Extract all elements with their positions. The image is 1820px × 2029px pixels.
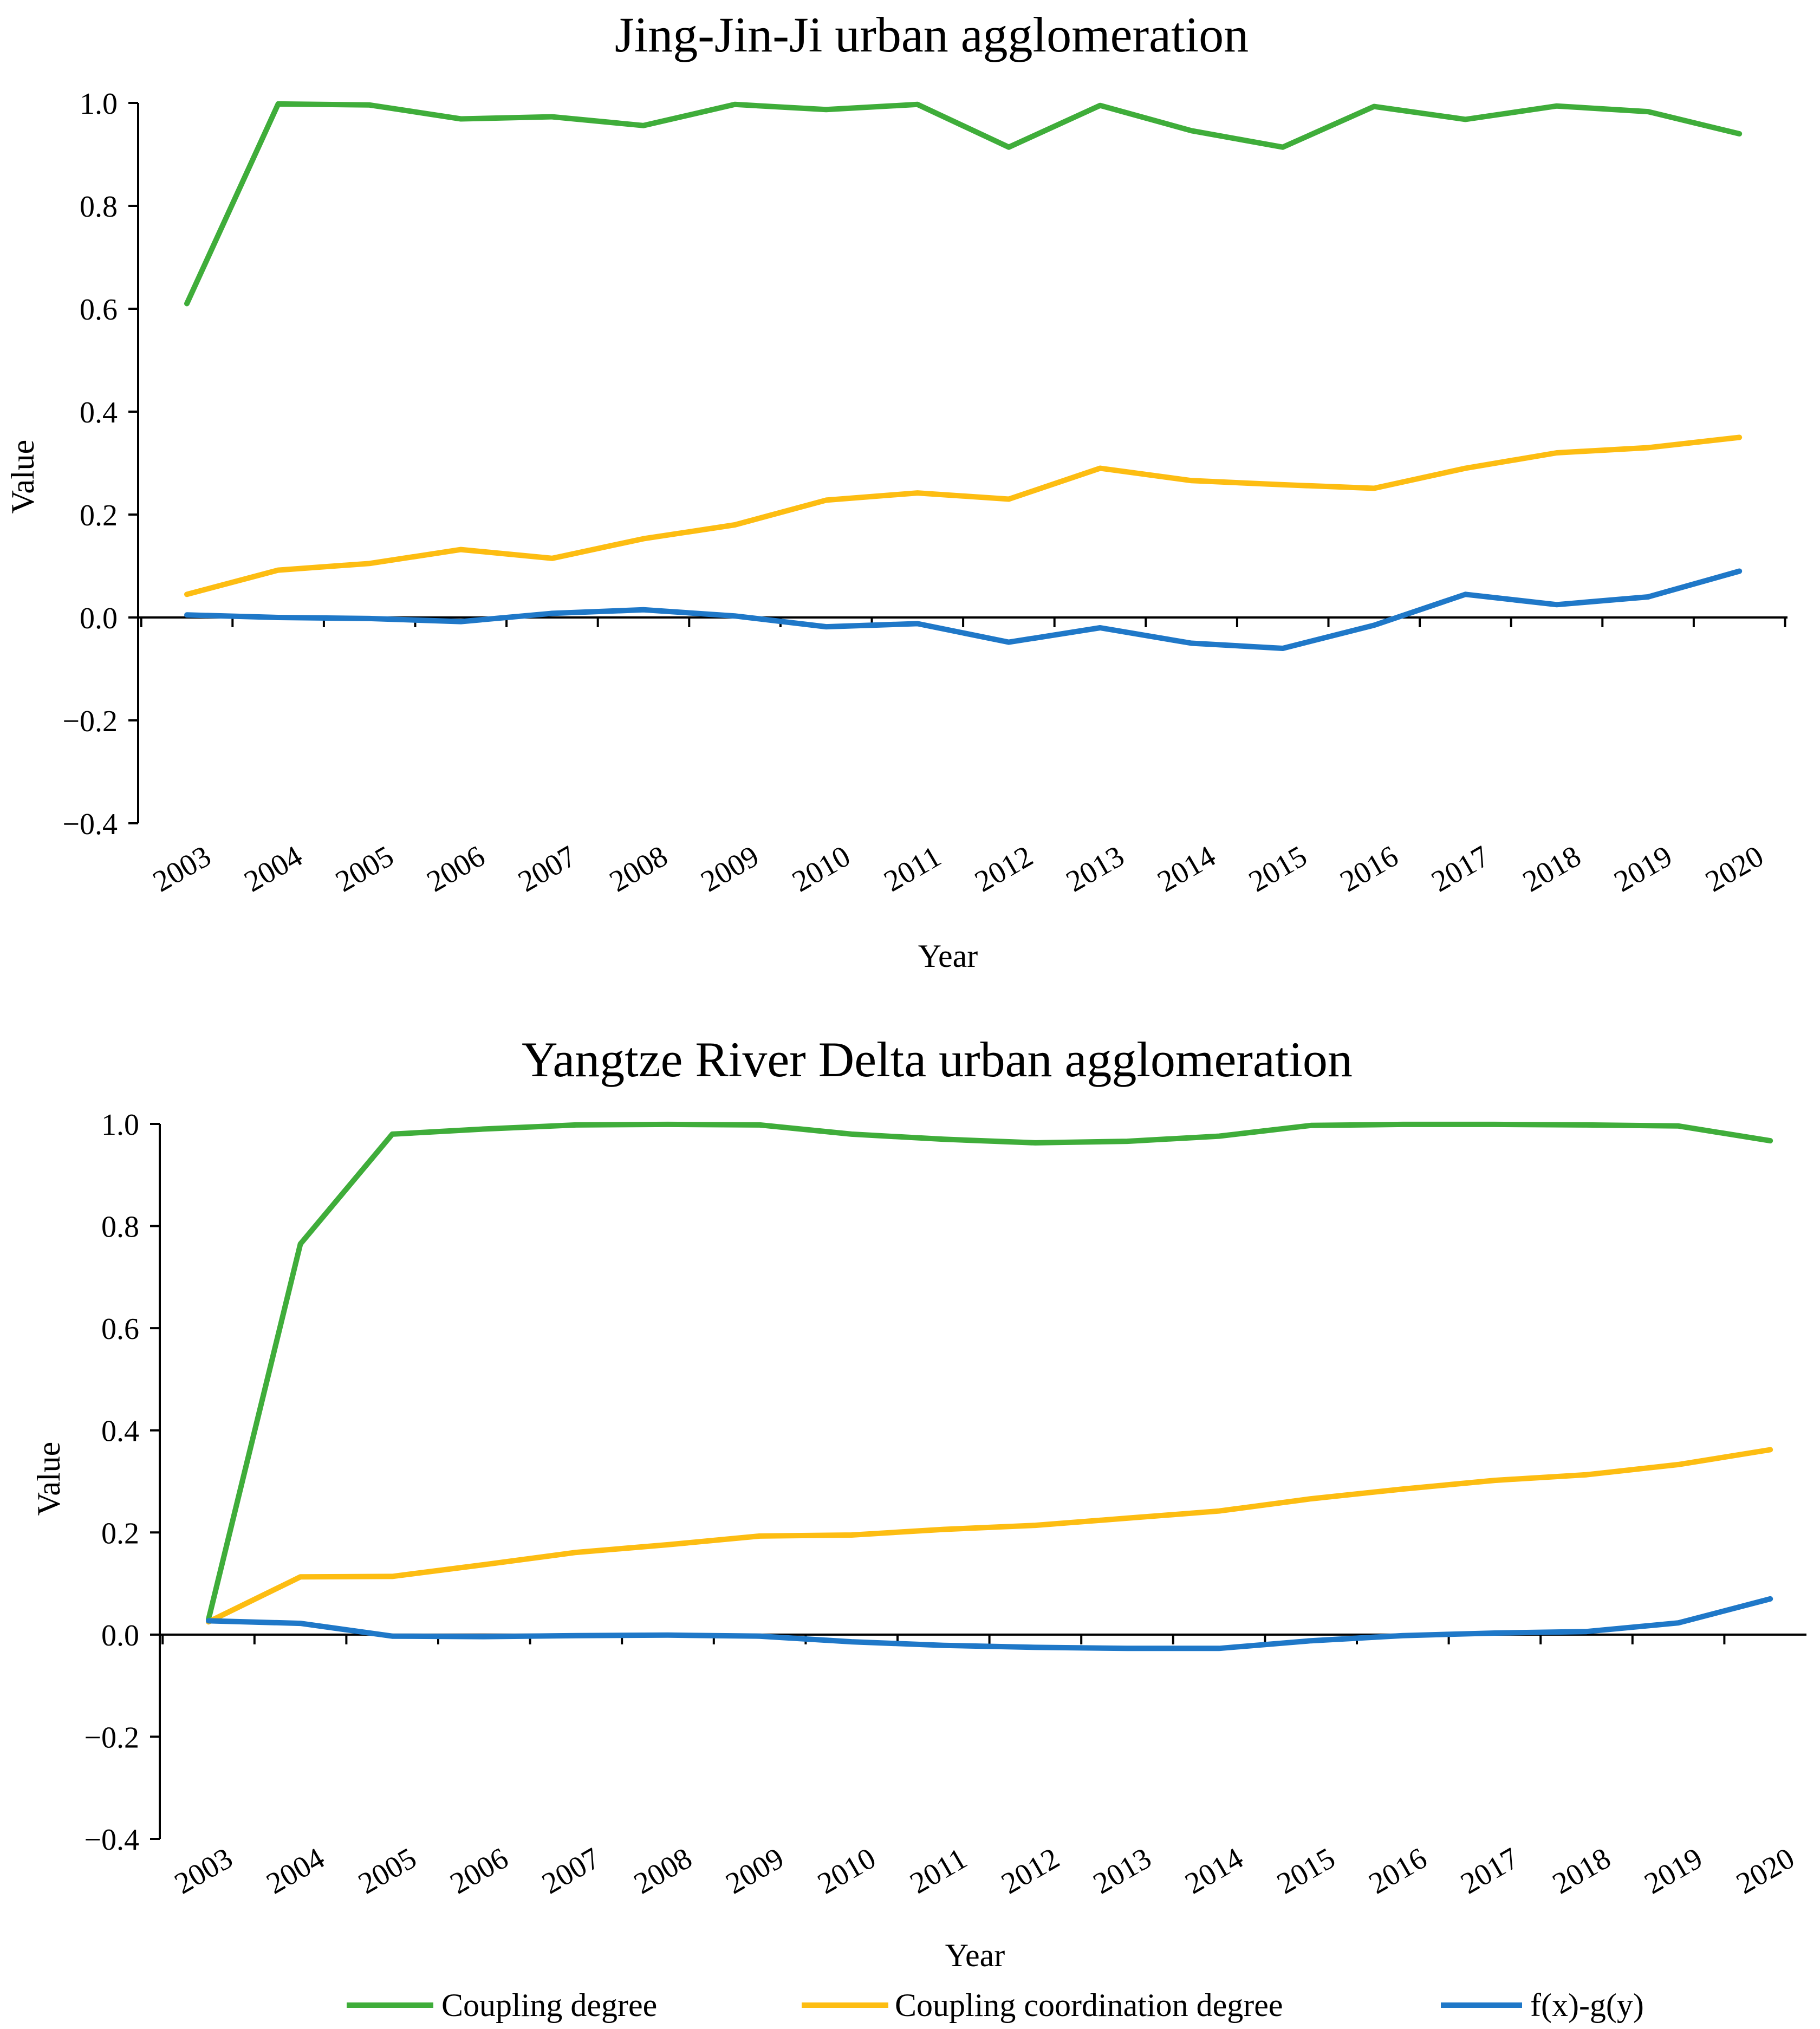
y-tick-label: 1.0 bbox=[80, 87, 118, 121]
series-line-coupling-coordination-degree bbox=[206, 1447, 1773, 1625]
x-axis-title: Year bbox=[945, 1937, 1005, 1973]
x-tick-label: 2015 bbox=[1243, 840, 1312, 899]
legend-label: Coupling degree bbox=[441, 1987, 657, 2023]
x-tick-label: 2018 bbox=[1547, 1842, 1616, 1901]
x-tick-label: 2003 bbox=[147, 840, 217, 899]
y-tick-label: −0.2 bbox=[62, 705, 118, 738]
y-tick-label: 0.8 bbox=[80, 190, 118, 224]
y-tick-label: −0.4 bbox=[62, 808, 118, 841]
x-tick-label: 2008 bbox=[604, 840, 673, 899]
x-tick-label: 2014 bbox=[1180, 1842, 1249, 1901]
chart-title: Jing-Jin-Ji urban agglomeration bbox=[615, 7, 1249, 62]
x-tick-label: 2010 bbox=[812, 1842, 881, 1901]
x-tick-label: 2020 bbox=[1731, 1842, 1800, 1901]
x-axis-title: Year bbox=[918, 938, 978, 974]
x-tick-label: 2016 bbox=[1335, 840, 1404, 899]
x-tick-label: 2011 bbox=[905, 1842, 973, 1901]
x-tick-label: 2009 bbox=[696, 840, 765, 899]
legend-item-coupling-degree: Coupling degree bbox=[347, 1987, 657, 2023]
plot-area: 1.0 0.8 0.6 0.4 0.2 0.0 −0.2 −0.4 2003 2004 2005 20… bbox=[84, 1108, 1806, 1901]
x-tick-label: 2013 bbox=[1088, 1842, 1157, 1901]
x-tick-label: 2011 bbox=[879, 840, 947, 899]
y-tick-label: 1.0 bbox=[101, 1108, 139, 1142]
y-tick-label: 0.6 bbox=[101, 1312, 139, 1346]
legend-item-coupling-coordination-degree: Coupling coordination degree bbox=[802, 1987, 1283, 2023]
y-tick-label: 0.6 bbox=[80, 293, 118, 327]
x-tick-label: 2016 bbox=[1363, 1842, 1433, 1901]
y-tick-label: 0.2 bbox=[101, 1517, 139, 1550]
x-tick-label: 2017 bbox=[1455, 1842, 1524, 1901]
x-tick-label: 2004 bbox=[261, 1842, 330, 1901]
series-line-f-x-g-y bbox=[206, 1596, 1773, 1651]
y-tick-label: −0.4 bbox=[84, 1823, 139, 1857]
x-tick-label: 2019 bbox=[1639, 1842, 1708, 1901]
y-tick-label: 0.2 bbox=[80, 499, 118, 532]
x-tick-label: 2014 bbox=[1152, 840, 1221, 899]
chart-title: Yangtze River Delta urban agglomeration bbox=[522, 1032, 1353, 1087]
x-tick-label: 2007 bbox=[536, 1842, 606, 1901]
legend-item-fx-gy: f(x)-g(y) bbox=[1441, 1987, 1644, 2023]
x-tick-label: 2012 bbox=[969, 840, 1038, 899]
x-tick-label: 2006 bbox=[445, 1842, 514, 1901]
y-axis-title: Value bbox=[5, 440, 41, 514]
series-line-coupling-degree bbox=[206, 1121, 1773, 1622]
x-tick-label: 2006 bbox=[421, 840, 491, 899]
x-tick-label: 2019 bbox=[1609, 840, 1678, 899]
legend-label: f(x)-g(y) bbox=[1530, 1987, 1644, 2023]
x-tick-label: 2009 bbox=[720, 1842, 790, 1901]
plot-area: 1.0 0.8 0.6 0.4 0.2 0.0 −0.2 −0.4 2003 2004 2005 20… bbox=[62, 87, 1787, 899]
x-tick-label: 2005 bbox=[353, 1842, 422, 1901]
y-tick-label: 0.0 bbox=[80, 602, 118, 635]
x-tick-label: 2010 bbox=[786, 840, 856, 899]
x-tick-label: 2018 bbox=[1517, 840, 1587, 899]
y-tick-label: 0.0 bbox=[101, 1619, 139, 1653]
y-tick-label: 0.8 bbox=[101, 1211, 139, 1244]
chart-jing-jin-ji: Jing-Jin-Ji urban agglomeration Value Ye… bbox=[5, 7, 1787, 974]
legend: Coupling degree Coupling coordination de… bbox=[347, 1987, 1644, 2023]
series-line-coupling-coordination-degree bbox=[184, 434, 1743, 597]
x-tick-label: 2005 bbox=[330, 840, 399, 899]
chart-yangtze-river-delta: Yangtze River Delta urban agglomeration … bbox=[31, 1032, 1806, 1973]
x-tick-label: 2013 bbox=[1061, 840, 1130, 899]
x-tick-label: 2015 bbox=[1271, 1842, 1341, 1901]
x-tick-label: 2008 bbox=[628, 1842, 698, 1901]
legend-label: Coupling coordination degree bbox=[895, 1987, 1283, 2023]
y-axis-title: Value bbox=[31, 1442, 67, 1516]
x-tick-label: 2020 bbox=[1700, 840, 1769, 899]
y-tick-label: 0.4 bbox=[101, 1415, 139, 1448]
x-tick-label: 2012 bbox=[996, 1842, 1065, 1901]
x-tick-label: 2003 bbox=[169, 1842, 238, 1901]
series-line-f-x-g-y bbox=[184, 568, 1743, 651]
y-tick-label: 0.4 bbox=[80, 396, 118, 430]
x-tick-label: 2017 bbox=[1426, 840, 1495, 899]
y-tick-label: −0.2 bbox=[84, 1721, 139, 1754]
series-line-coupling-degree bbox=[184, 101, 1743, 307]
x-tick-label: 2007 bbox=[512, 840, 582, 899]
x-tick-label: 2004 bbox=[239, 840, 308, 899]
